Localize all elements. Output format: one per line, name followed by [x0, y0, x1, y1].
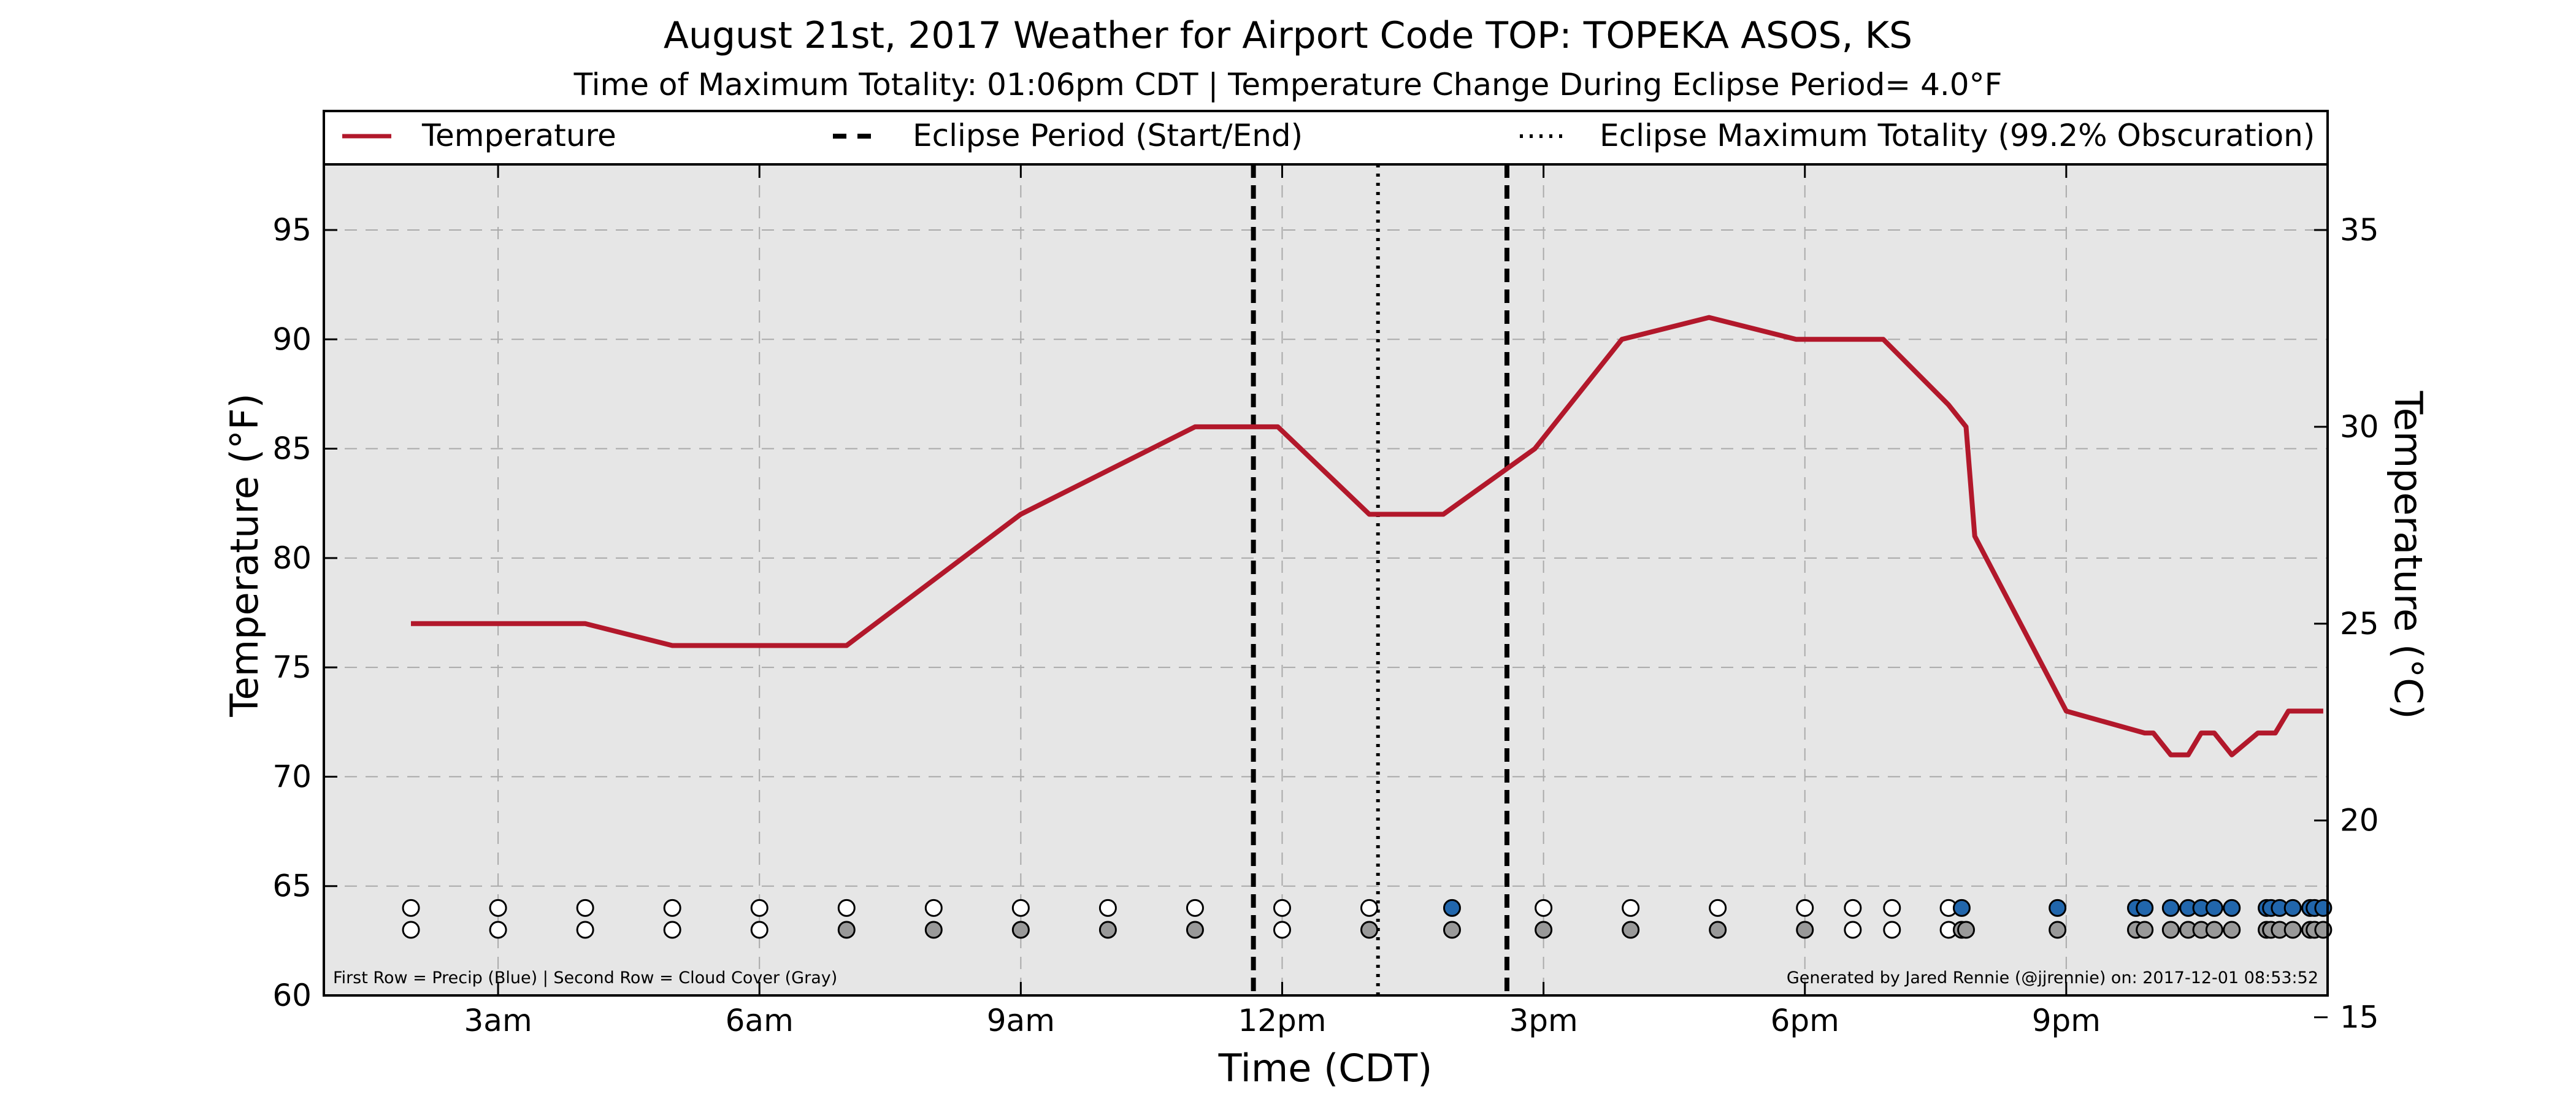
- precip-dot: [2283, 899, 2302, 917]
- cloud-cover-dot: [1535, 921, 1553, 939]
- cloud-cover-dot: [924, 921, 943, 939]
- precip-dot: [924, 899, 943, 917]
- y-right-tick-label: 15: [2340, 1000, 2379, 1035]
- y-tick-label: 90: [272, 321, 312, 357]
- cloud-cover-dot: [2205, 921, 2223, 939]
- temperature-line-layer: [411, 315, 2323, 757]
- y-tick-label: 80: [272, 540, 312, 576]
- y-axis-label-right: Temperature (°C): [2386, 390, 2431, 719]
- y-tick-label: 95: [272, 212, 312, 248]
- x-tick-label: 12pm: [1238, 1003, 1326, 1038]
- legend-temperature-label: Temperature: [421, 118, 616, 153]
- precip-dot: [1796, 899, 1814, 917]
- precip-dot: [1011, 899, 1030, 917]
- legend-eclipse-period-label: Eclipse Period (Start/End): [913, 118, 1303, 153]
- x-axis-label: Time (CDT): [1218, 1046, 1433, 1091]
- x-tick-label: 9pm: [2032, 1003, 2101, 1038]
- x-tick-label: 6pm: [1771, 1003, 1839, 1038]
- precip-dot: [1622, 899, 1640, 917]
- cloud-cover-dot: [750, 921, 769, 939]
- precip-dot: [750, 899, 769, 917]
- legend-box: [323, 110, 2329, 166]
- cloud-cover-dot: [1443, 921, 1461, 939]
- cloud-cover-dot: [1709, 921, 1727, 939]
- y-tick-label: 70: [272, 759, 312, 794]
- precip-dot: [2136, 899, 2154, 917]
- cloud-cover-dot: [837, 921, 856, 939]
- x-tick-label: 3pm: [1509, 1003, 1577, 1038]
- temperature-line: [411, 315, 2323, 757]
- cloud-cover-dot: [1844, 921, 1862, 939]
- cloud-cover-dot: [2223, 921, 2241, 939]
- cloud-cover-dot: [576, 921, 594, 939]
- precip-dot: [489, 899, 507, 917]
- cloud-cover-dot: [1360, 921, 1379, 939]
- cloud-cover-dot: [1622, 921, 1640, 939]
- precip-dot: [1883, 899, 1901, 917]
- precip-dot: [1186, 899, 1204, 917]
- precip-dot: [663, 899, 681, 917]
- cloud-cover-dot: [1098, 921, 1117, 939]
- precip-dot: [2161, 899, 2180, 917]
- precip-dot: [1360, 899, 1379, 917]
- cloud-cover-dot: [663, 921, 681, 939]
- precip-dot: [1952, 899, 1971, 917]
- precip-dot: [2205, 899, 2223, 917]
- plot-area: [324, 164, 2328, 995]
- precip-dot: [1709, 899, 1727, 917]
- cloud-cover-dot: [2161, 921, 2180, 939]
- precip-dot: [1443, 899, 1461, 917]
- cloud-cover-dot: [1883, 921, 1901, 939]
- y-right-tick-label: 25: [2340, 606, 2379, 642]
- y-tick-label: 85: [272, 431, 312, 467]
- cloud-cover-dot: [2136, 921, 2154, 939]
- cloud-cover-dot: [1957, 921, 1976, 939]
- y-right-tick-label: 35: [2340, 212, 2379, 248]
- precip-dot: [402, 899, 420, 917]
- chart-subtitle: Time of Maximum Totality: 01:06pm CDT | …: [573, 67, 2003, 102]
- cloud-cover-dot: [1186, 921, 1204, 939]
- y-tick-label: 65: [272, 868, 312, 904]
- plot-frame: [323, 163, 2329, 997]
- footer-note-left: First Row = Precip (Blue) | Second Row =…: [333, 968, 837, 987]
- precip-dot: [2223, 899, 2241, 917]
- y-right-tick-label: 20: [2340, 803, 2379, 838]
- precip-dot: [837, 899, 856, 917]
- cloud-cover-dot: [2049, 921, 2067, 939]
- x-tick-label: 9am: [987, 1003, 1055, 1038]
- y-tick-label: 75: [272, 650, 312, 685]
- y-axis-label: Temperature (°F): [222, 393, 267, 717]
- precip-dot: [1535, 899, 1553, 917]
- precip-dot: [1273, 899, 1291, 917]
- cloud-cover-dot: [1273, 921, 1291, 939]
- cloud-cover-dot: [1796, 921, 1814, 939]
- y-right-tick-label: 30: [2340, 409, 2379, 445]
- footer-note-right: Generated by Jared Rennie (@jjrennie) on…: [1787, 968, 2318, 987]
- cloud-cover-dot: [402, 921, 420, 939]
- axes: 3am 6am 9am 12pm 3pm 6pm 9pm 60 65 70 75 80 85 90 95 15…: [272, 164, 2379, 1038]
- chart-title: August 21st, 2017 Weather for Airport Co…: [664, 14, 1912, 57]
- precip-dot: [1844, 899, 1862, 917]
- cloud-cover-dot: [489, 921, 507, 939]
- grid: [324, 164, 2328, 995]
- eclipse-lines: [1251, 164, 1509, 995]
- precip-dot: [576, 899, 594, 917]
- cloud-cover-dot: [2283, 921, 2302, 939]
- precip-dot: [2049, 899, 2067, 917]
- y-tick-label: 60: [272, 978, 312, 1013]
- x-tick-label: 6am: [726, 1003, 794, 1038]
- precip-dot: [1098, 899, 1117, 917]
- legend-eclipse-max-label: Eclipse Maximum Totality (99.2% Obscurat…: [1600, 118, 2315, 153]
- cloud-cover-dot: [1011, 921, 1030, 939]
- x-tick-label: 3am: [464, 1003, 532, 1038]
